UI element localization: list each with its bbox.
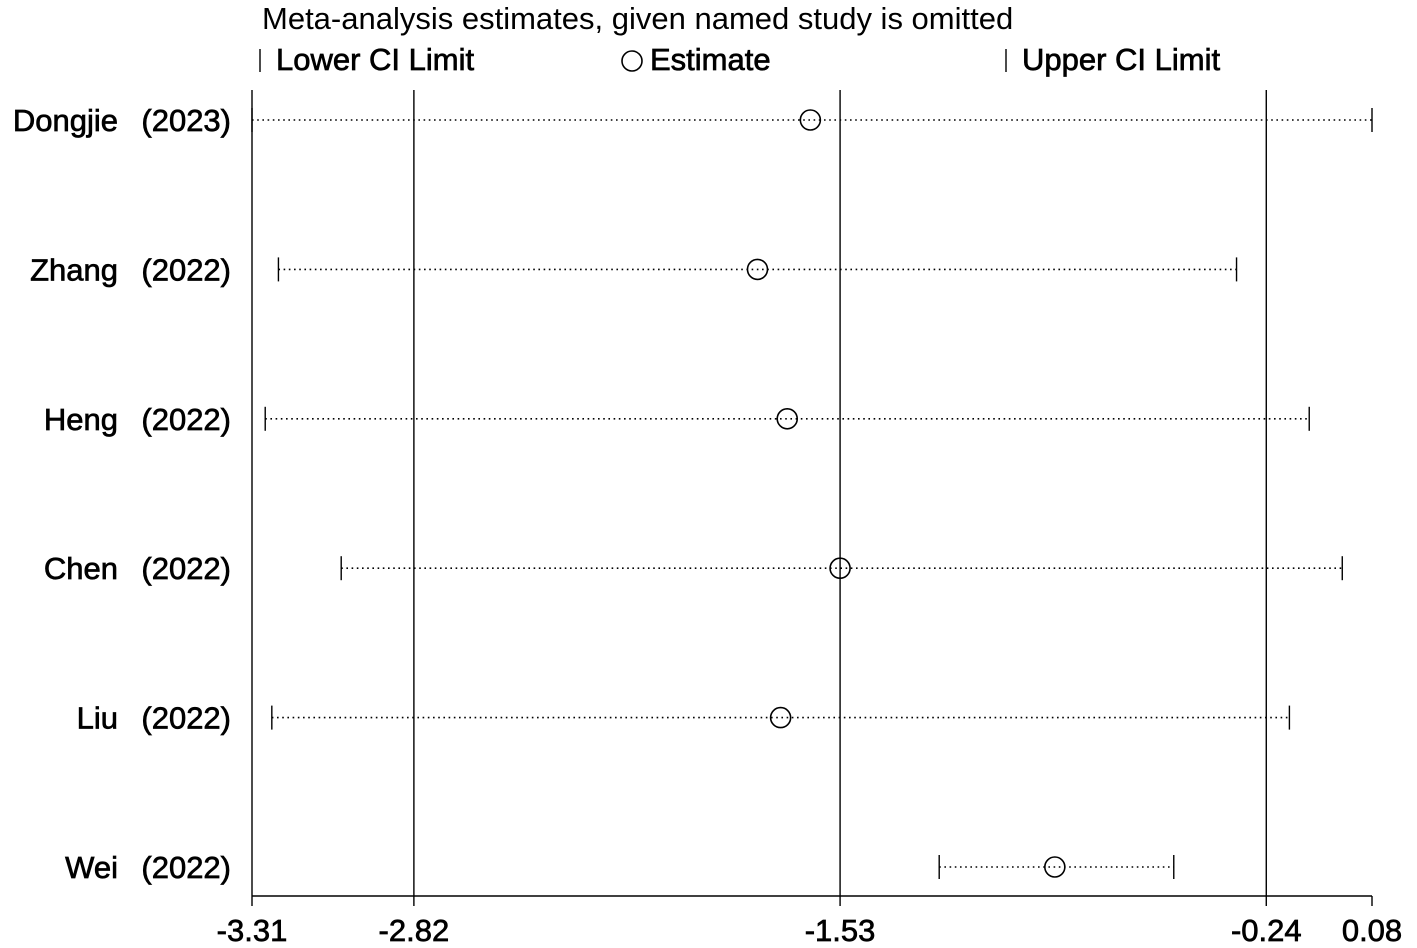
study-year: (2022)	[141, 252, 231, 287]
x-tick-label: -1.53	[805, 913, 876, 948]
estimate-marker	[746, 258, 769, 281]
legend-estimate-label: Estimate	[650, 42, 771, 77]
legend-upper-ci-label: Upper CI Limit	[1022, 42, 1220, 77]
legend-lower-ci-label: Lower CI Limit	[276, 42, 474, 77]
axes	[251, 90, 1372, 897]
study-row-heng: Heng (2022)	[44, 401, 1310, 437]
study-name: Liu	[77, 701, 118, 736]
study-row-wei: Wei (2022)	[65, 850, 1175, 885]
estimate-marker	[1044, 856, 1066, 878]
x-tick-label: 0.08	[1342, 913, 1402, 948]
study-year: (2022)	[141, 701, 231, 736]
legend-estimate-marker	[621, 50, 643, 72]
study-name: Dongjie	[13, 103, 118, 138]
chart-title: Meta-analysis estimates, given named stu…	[262, 1, 1013, 36]
study-year: (2022)	[141, 850, 231, 885]
study-name: Wei	[65, 850, 118, 885]
study-name: Chen	[44, 551, 118, 586]
study-year: (2022)	[141, 402, 231, 437]
study-row-liu: Liu (2022)	[76, 700, 1291, 736]
x-tick-label: -3.31	[217, 913, 288, 948]
x-axis-ticks: -3.31 -2.82 -1.53 -0.24 0.08	[216, 896, 1403, 948]
study-row-dongjie: Dongjie (2023)	[13, 103, 1373, 138]
legend: Lower CI Limit Estimate Upper CI Limit	[259, 42, 1221, 77]
x-tick-label: -0.24	[1231, 913, 1302, 948]
study-row-chen: Chen (2022)	[44, 551, 1343, 587]
study-name: Heng	[44, 402, 118, 437]
study-rows: Dongjie (2023) Zhang (2022) Heng (2022) Chen (2…	[13, 103, 1373, 885]
estimate-marker	[829, 557, 851, 580]
estimate-marker	[799, 109, 822, 131]
x-tick-label: -2.82	[379, 913, 450, 948]
study-name: Zhang	[30, 252, 118, 287]
study-year: (2023)	[141, 103, 231, 138]
study-year: (2022)	[141, 551, 231, 586]
estimate-marker	[776, 407, 799, 430]
estimate-marker	[769, 706, 792, 729]
study-row-zhang: Zhang (2022)	[30, 252, 1238, 288]
